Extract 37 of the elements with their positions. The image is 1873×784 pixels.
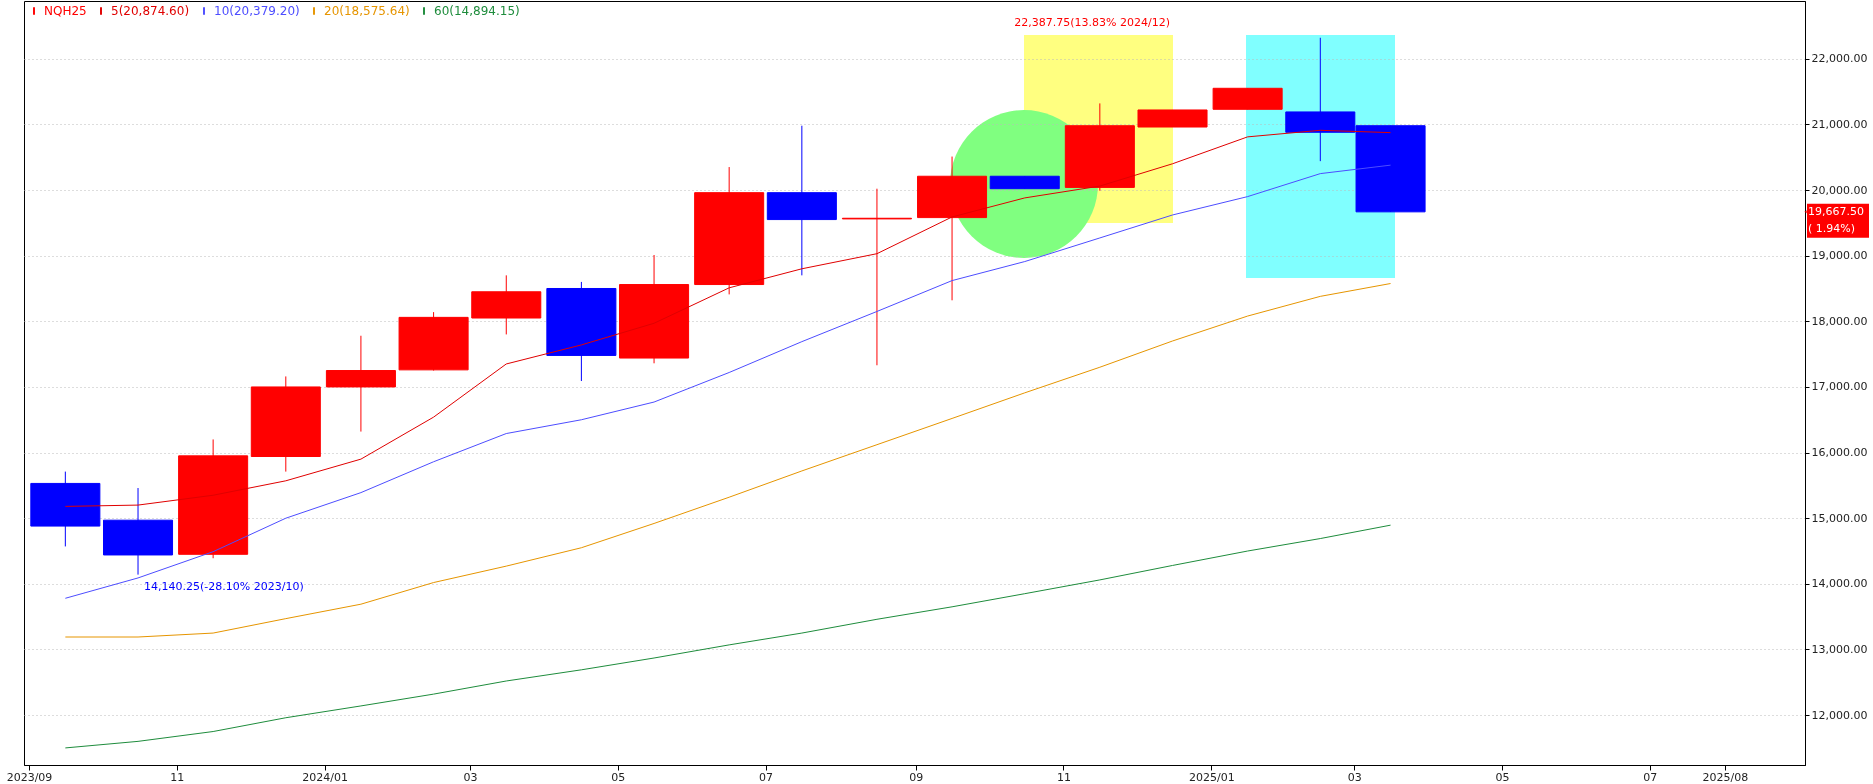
y-tick-label: 19,000.00: [1811, 249, 1868, 263]
legend-label: 60(14,894.15): [434, 4, 520, 18]
legend-label: 10(20,379.20): [214, 4, 300, 18]
line-series: [64, 164, 1392, 599]
y-tick-label: 16,000.00: [1811, 446, 1868, 460]
x-tick-label: 11: [1057, 770, 1071, 784]
y-tick-label: 22,000.00: [1811, 52, 1868, 66]
line-series: [64, 129, 1392, 507]
line-series: [64, 524, 1392, 749]
legend-label: NQH25: [44, 4, 87, 18]
annotation: 14,140.25(-28.10% 2023/10): [144, 579, 304, 593]
x-tick-label: 2025/01: [1188, 770, 1235, 784]
x-tick-label: 11: [170, 770, 185, 784]
x-tick-label: 07: [1643, 770, 1658, 784]
y-tick-label: 17,000.00: [1811, 380, 1868, 394]
x-tick-label: 03: [1347, 770, 1362, 784]
y-tick-label: 13,000.00: [1811, 642, 1868, 656]
x-tick-label: 07: [759, 770, 773, 784]
x-tick-label: 09: [909, 770, 924, 784]
x-tick-label: 05: [1495, 770, 1510, 784]
x-tick-label: 2025/08: [1702, 770, 1749, 784]
text: 19,667.50 ( 1.94%): [1808, 204, 1864, 235]
x-tick-label: 2023/09: [6, 770, 53, 784]
line-series: [64, 283, 1392, 638]
x-tick-label: 03: [463, 770, 478, 784]
y-tick-label: 21,000.00: [1811, 117, 1868, 131]
x-tick-label: 2024/01: [302, 770, 348, 784]
annotation: 22,387.75(13.83% 2024/12): [1014, 16, 1170, 29]
y-tick-label: 12,000.00: [1811, 708, 1868, 722]
y-tick-label: 14,000.00: [1811, 577, 1868, 591]
candlestick: [841, 188, 912, 366]
y-tick-label: 15,000.00: [1811, 511, 1868, 525]
y-tick-label: 20,000.00: [1811, 183, 1868, 197]
y-tick-label: 18,000.00: [1811, 314, 1868, 328]
x-tick-label: 05: [611, 770, 626, 784]
legend-label: 5(20,874.60): [111, 4, 190, 18]
legend-label: 20(18,575.64): [324, 4, 410, 18]
